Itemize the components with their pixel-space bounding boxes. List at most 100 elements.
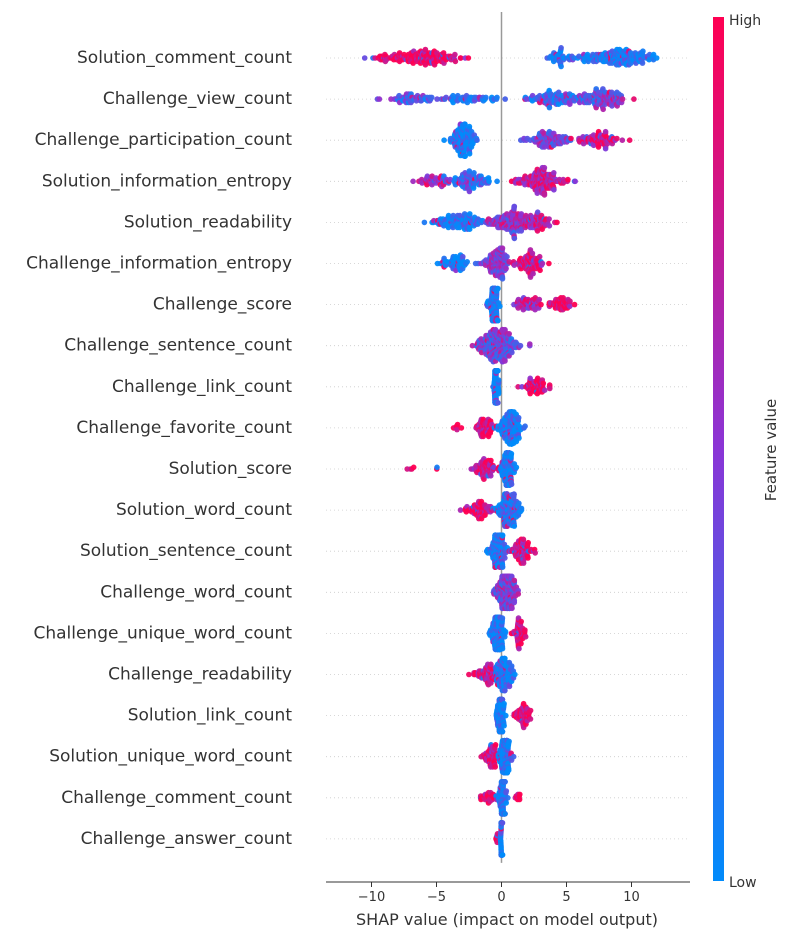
shap-point — [494, 178, 500, 185]
shap-point — [422, 62, 429, 68]
feature-label: Challenge_unique_word_count — [33, 623, 292, 643]
feature-points — [421, 203, 560, 242]
shap-point — [452, 51, 458, 58]
shap-point — [502, 779, 508, 785]
shap-point — [510, 753, 517, 760]
shap-point — [572, 178, 578, 185]
feature-points — [404, 450, 520, 488]
shap-point — [499, 852, 506, 858]
shap-point — [443, 94, 449, 101]
shap-point — [492, 742, 499, 748]
shap-point — [474, 137, 480, 143]
shap-point — [503, 265, 509, 272]
shap-point — [536, 296, 543, 303]
shap-point — [508, 663, 515, 669]
shap-point — [609, 89, 615, 96]
feature-points — [493, 696, 534, 735]
shap-point — [513, 464, 520, 471]
shap-point — [471, 170, 477, 176]
shap-point — [457, 507, 464, 513]
feature-label: Challenge_view_count — [103, 89, 292, 109]
shap-point — [478, 336, 484, 342]
shap-point — [522, 634, 529, 640]
shap-point — [530, 270, 536, 277]
shap-point — [511, 577, 518, 584]
shap-point — [565, 176, 571, 183]
shap-point — [522, 627, 528, 633]
shap-point — [538, 301, 544, 308]
shap-point — [467, 211, 473, 217]
shap-point — [486, 178, 492, 185]
feature-points — [486, 614, 529, 653]
x-axis-label: SHAP value (impact on model output) — [356, 910, 658, 929]
shap-point — [502, 96, 509, 102]
shap-point — [483, 94, 489, 101]
feature-points — [477, 779, 523, 817]
shap-point — [499, 728, 506, 735]
shap-point — [554, 219, 560, 226]
shap-point — [546, 223, 553, 229]
shap-point — [551, 187, 557, 193]
feature-points — [469, 326, 533, 365]
colorbar: High Low Feature value — [713, 13, 780, 891]
shap-point — [466, 123, 473, 130]
shap-point — [558, 63, 564, 70]
shap-point — [517, 342, 524, 349]
shap-point — [568, 135, 574, 142]
shap-point — [511, 599, 518, 606]
shap-point — [457, 55, 464, 61]
feature-points — [374, 86, 637, 113]
x-tick-label: −5 — [427, 890, 446, 905]
shap-point — [488, 457, 494, 464]
feature-label: Solution_unique_word_count — [49, 747, 292, 767]
shap-point — [522, 423, 528, 430]
shap-point — [541, 144, 548, 150]
shap-point — [495, 400, 501, 406]
shap-point — [495, 317, 501, 324]
feature-label: Challenge_comment_count — [61, 788, 292, 808]
feature-points — [484, 285, 578, 324]
shap-point — [619, 96, 626, 102]
shap-point — [571, 301, 578, 308]
shap-point — [527, 390, 533, 397]
feature-row-guides — [326, 57, 690, 840]
shap-point — [509, 349, 515, 356]
shap-point — [499, 615, 506, 621]
shap-point — [502, 326, 508, 333]
shap-point — [631, 96, 637, 102]
shap-point — [458, 425, 465, 431]
shap-point — [527, 716, 534, 722]
feature-label: Challenge_participation_count — [35, 130, 293, 150]
shap-point — [558, 45, 564, 51]
shap-point — [527, 341, 533, 347]
feature-label: Challenge_sentence_count — [64, 336, 292, 356]
feature-points — [434, 245, 552, 282]
shap-point — [501, 723, 507, 729]
feature-label: Challenge_answer_count — [81, 829, 293, 849]
shap-point — [462, 121, 468, 127]
shap-point — [546, 216, 552, 222]
shap-point — [640, 48, 646, 54]
shap-point — [466, 226, 473, 232]
shap-point — [515, 384, 521, 390]
shap-point — [518, 640, 524, 647]
shap-point — [518, 618, 524, 625]
shap-point — [519, 384, 525, 390]
shap-point — [512, 671, 518, 678]
shap-point — [511, 203, 518, 210]
shap-point — [527, 375, 533, 382]
feature-points — [457, 491, 525, 529]
shap-point — [508, 481, 515, 488]
shap-point — [518, 228, 525, 234]
shap-point — [410, 178, 416, 185]
shap-point — [488, 473, 494, 479]
shap-point — [547, 385, 553, 392]
shap-point — [494, 94, 500, 101]
shap-point — [541, 164, 548, 171]
x-tick-label: 0 — [497, 890, 505, 905]
shap-point — [465, 55, 472, 61]
shap-point — [466, 151, 473, 157]
feature-points — [466, 655, 518, 694]
shap-point — [525, 555, 531, 561]
shap-point — [534, 228, 541, 234]
